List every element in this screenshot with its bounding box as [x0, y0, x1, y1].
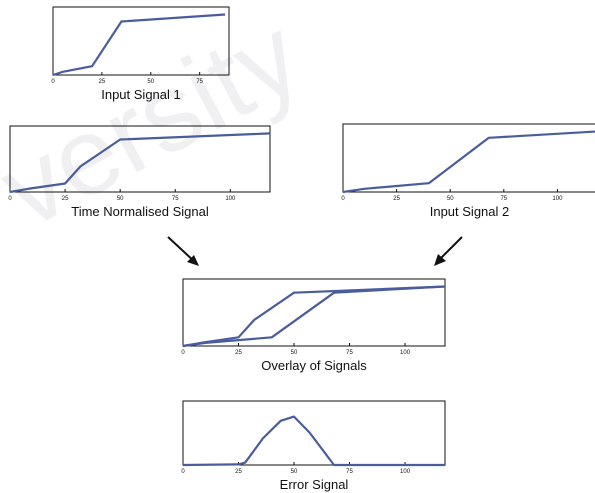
panel-title: Overlay of Signals [261, 358, 367, 373]
x-tick-label: 50 [447, 196, 454, 202]
panel-time-normalised-signal: 0 25 50 75 100 Time Normalised Signal [8, 125, 271, 219]
panel-overlay-of-signals: 0 25 50 75 100 Overlay of Signals [181, 278, 446, 373]
plot-frame [182, 400, 446, 466]
x-tick-label: 100 [400, 469, 411, 475]
x-tick-label: 25 [235, 350, 242, 356]
x-tick-label: 50 [291, 350, 298, 356]
x-tick-label: 50 [117, 196, 124, 202]
x-tick-label: 100 [552, 196, 563, 202]
arrow-left [167, 236, 199, 266]
plot-frame [182, 278, 446, 347]
panel-input-signal-2: 0 25 50 75 100 Input Signal 2 [341, 123, 595, 219]
panel-title: Time Normalised Signal [71, 204, 209, 219]
x-tick-label: 75 [172, 196, 179, 202]
arrow-right [434, 236, 463, 266]
arrow-right-head [434, 254, 446, 266]
x-tick-label: 0 [181, 350, 185, 356]
x-tick-label: 100 [400, 350, 411, 356]
x-tick-label: 75 [196, 79, 203, 85]
x-tick-label: 75 [500, 196, 507, 202]
x-tick-label: 75 [346, 469, 353, 475]
x-tick-label: 100 [225, 196, 236, 202]
x-tick-label: 50 [291, 469, 298, 475]
signal-line-1 [182, 415, 445, 467]
x-tick-label: 0 [51, 79, 55, 85]
plot-frame [342, 123, 595, 193]
panel-input-signal-1: 0 25 50 75 Input Signal 1 [51, 6, 230, 102]
x-tick-label: 75 [346, 350, 353, 356]
plot-frame [9, 125, 271, 193]
arrow-left-head [187, 255, 199, 266]
signal-line-1 [52, 13, 226, 77]
x-tick-label: 25 [235, 469, 242, 475]
x-tick-label: 0 [181, 469, 185, 475]
panel-title: Input Signal 1 [101, 87, 181, 102]
signal-line-1 [342, 130, 595, 194]
x-tick-label: 0 [341, 196, 345, 202]
signal-line-2 [182, 285, 446, 348]
panel-title: Error Signal [280, 477, 349, 492]
panel-error-signal: 0 25 50 75 100 Error Signal [181, 400, 446, 492]
panel-title: Input Signal 2 [430, 204, 510, 219]
x-tick-label: 25 [99, 79, 106, 85]
x-tick-label: 25 [62, 196, 69, 202]
plot-frame [52, 6, 230, 76]
signal-line-1 [9, 132, 271, 194]
x-tick-label: 50 [147, 79, 154, 85]
x-tick-label: 25 [393, 196, 400, 202]
signal-line-1 [182, 285, 446, 348]
x-tick-label: 0 [8, 196, 12, 202]
